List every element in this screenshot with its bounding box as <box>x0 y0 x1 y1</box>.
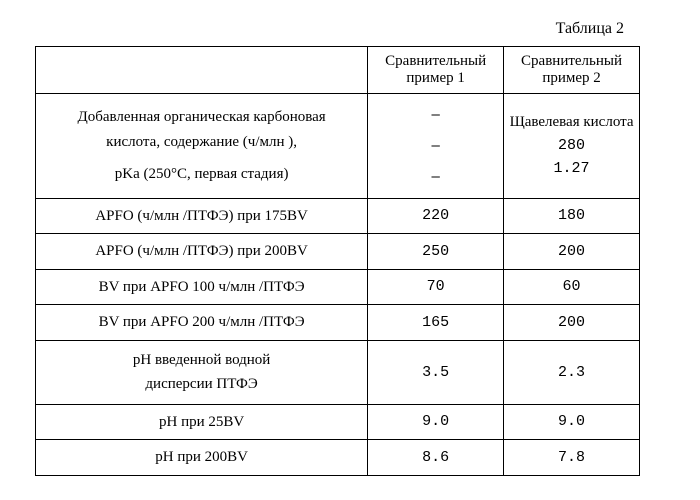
param-cell: pH при 200BV <box>36 440 368 476</box>
value-cell: 200 <box>504 234 640 270</box>
value-cell: – – – <box>368 94 504 199</box>
value-cell: 3.5 <box>368 340 504 404</box>
table-row: APFO (ч/млн /ПТФЭ) при 200BV 250 200 <box>36 234 640 270</box>
table-header-row: Сравнительный пример 1 Сравнительный при… <box>36 47 640 94</box>
value-cell: 70 <box>368 269 504 305</box>
table-row: pH введенной водной дисперсии ПТФЭ 3.5 2… <box>36 340 640 404</box>
value-cell: 250 <box>368 234 504 270</box>
table-row: pH при 25BV 9.0 9.0 <box>36 404 640 440</box>
value-cell: 2.3 <box>504 340 640 404</box>
value-cell: 60 <box>504 269 640 305</box>
value-text: 280 <box>508 137 635 154</box>
table-row: BV при APFO 100 ч/млн /ПТФЭ 70 60 <box>36 269 640 305</box>
value-cell: 8.6 <box>368 440 504 476</box>
param-text: pH введенной водной <box>40 349 363 372</box>
param-cell: BV при APFO 200 ч/млн /ПТФЭ <box>36 305 368 341</box>
value-text: – <box>372 168 499 185</box>
value-text: – <box>372 106 499 123</box>
table-row: APFO (ч/млн /ПТФЭ) при 175BV 220 180 <box>36 198 640 234</box>
param-cell: pH при 25BV <box>36 404 368 440</box>
table-caption: Таблица 2 <box>35 20 640 38</box>
param-cell: APFO (ч/млн /ПТФЭ) при 175BV <box>36 198 368 234</box>
param-cell: pH введенной водной дисперсии ПТФЭ <box>36 340 368 404</box>
value-text: Щавелевая кислота <box>508 114 635 131</box>
table-row: BV при APFO 200 ч/млн /ПТФЭ 165 200 <box>36 305 640 341</box>
param-text: pKa (250°C, первая стадия) <box>42 163 361 186</box>
value-cell: 165 <box>368 305 504 341</box>
value-cell: 9.0 <box>368 404 504 440</box>
param-text: дисперсии ПТФЭ <box>40 373 363 396</box>
header-col1: Сравнительный пример 1 <box>368 47 504 94</box>
param-cell: APFO (ч/млн /ПТФЭ) при 200BV <box>36 234 368 270</box>
table-row: pH при 200BV 8.6 7.8 <box>36 440 640 476</box>
value-cell: 9.0 <box>504 404 640 440</box>
value-cell: Щавелевая кислота 280 1.27 <box>504 94 640 199</box>
value-cell: 180 <box>504 198 640 234</box>
page-container: Таблица 2 Сравнительный пример 1 Сравнит… <box>0 0 700 476</box>
value-cell: 220 <box>368 198 504 234</box>
table-row: Добавленная органическая карбоновая кисл… <box>36 94 640 199</box>
param-text: Добавленная органическая карбоновая <box>42 106 361 129</box>
value-text: 1.27 <box>508 160 635 177</box>
value-cell: 200 <box>504 305 640 341</box>
value-text: – <box>372 137 499 154</box>
param-text: кислота, содержание (ч/млн ), <box>42 131 361 154</box>
header-col2: Сравнительный пример 2 <box>504 47 640 94</box>
param-cell: BV при APFO 100 ч/млн /ПТФЭ <box>36 269 368 305</box>
header-empty <box>36 47 368 94</box>
param-cell: Добавленная органическая карбоновая кисл… <box>36 94 368 199</box>
data-table: Сравнительный пример 1 Сравнительный при… <box>35 46 640 476</box>
value-cell: 7.8 <box>504 440 640 476</box>
